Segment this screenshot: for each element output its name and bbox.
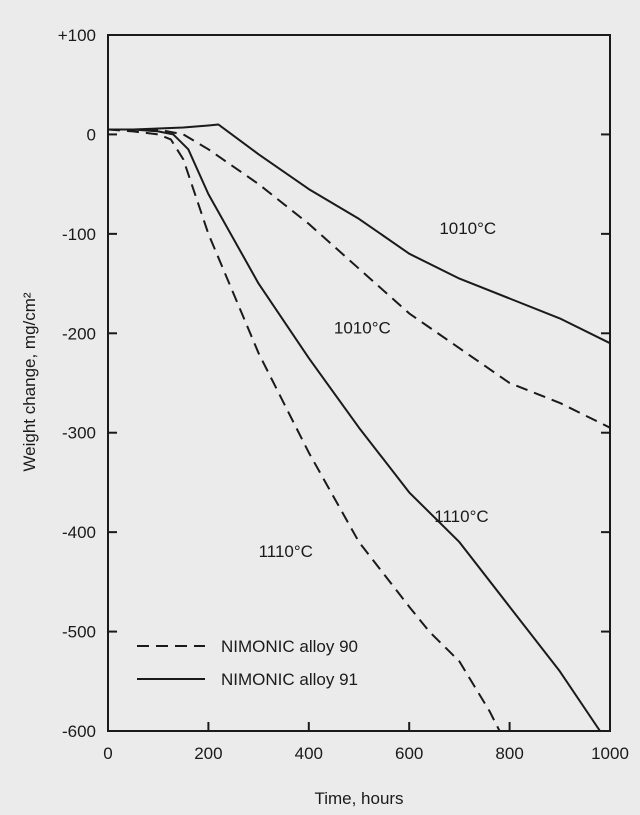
x-tick-label: 200 [194, 744, 222, 763]
y-tick-label: -100 [62, 225, 96, 244]
x-axis-ticks: 0 200 400 600 800 1000 [103, 722, 629, 763]
y-axis-title: Weight change, mg/cm² [20, 292, 39, 472]
plot-frame [107, 34, 611, 732]
temperature-label: 1010°C [334, 318, 391, 337]
series-line-alloy-90-1010c [108, 128, 611, 429]
annotations: 1010°C 1010°C 1110°C 1110°C [259, 219, 497, 561]
y-tick-label: -600 [62, 722, 96, 741]
temperature-label: 1010°C [439, 219, 496, 238]
x-tick-label: 600 [395, 744, 423, 763]
x-tick-label: 400 [295, 744, 323, 763]
series-layer [107, 123, 611, 732]
y-axis-ticks: +100 0 -100 -200 -300 -400 -500 -600 [58, 26, 610, 741]
temperature-label: 1110°C [259, 542, 313, 561]
series-line-alloy-91-1110c [108, 128, 601, 732]
temperature-label: 1110°C [434, 507, 488, 526]
y-tick-label: 0 [87, 125, 96, 144]
legend: NIMONIC alloy 90 NIMONIC alloy 91 [137, 637, 358, 689]
x-tick-label: 0 [103, 744, 112, 763]
y-tick-label: -400 [62, 523, 96, 542]
legend-label-alloy-91: NIMONIC alloy 91 [221, 670, 358, 689]
series-line-alloy-90-1110c [107, 128, 501, 732]
y-tick-label: +100 [58, 26, 96, 45]
x-tick-label: 800 [495, 744, 523, 763]
y-tick-label: -200 [62, 324, 96, 343]
x-tick-label: 1000 [591, 744, 629, 763]
y-tick-label: -300 [62, 424, 96, 443]
legend-label-alloy-90: NIMONIC alloy 90 [221, 637, 358, 656]
y-tick-label: -500 [62, 623, 96, 642]
series-line-alloy-91-1010c [108, 123, 611, 345]
x-axis-title: Time, hours [314, 789, 403, 808]
